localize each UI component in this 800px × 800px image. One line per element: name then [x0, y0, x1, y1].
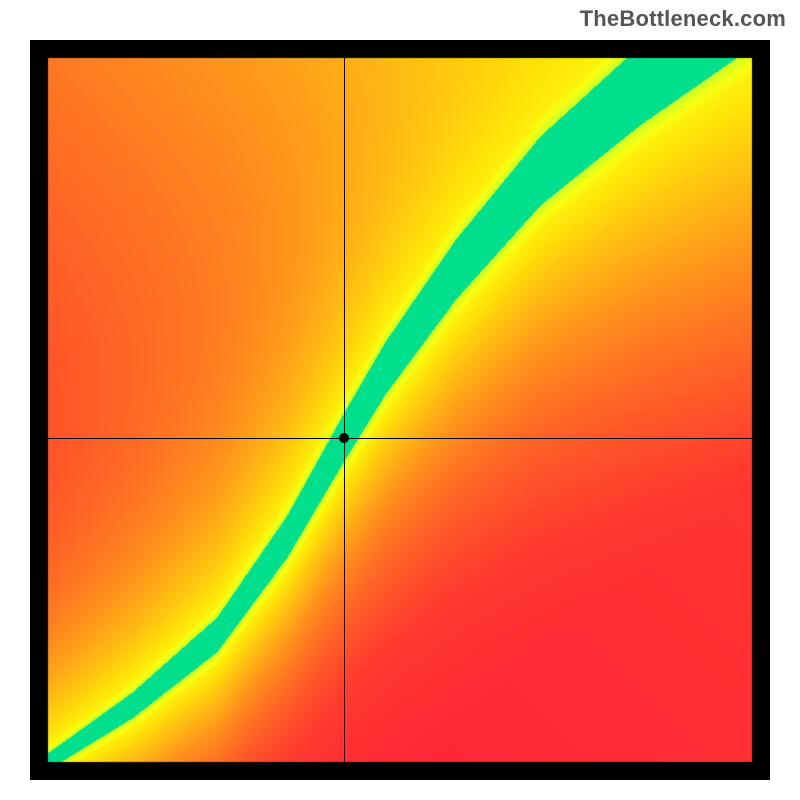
heatmap-canvas [30, 40, 770, 780]
figure-container: TheBottleneck.com [0, 0, 800, 800]
heatmap-plot [30, 40, 770, 780]
watermark-text: TheBottleneck.com [580, 6, 786, 32]
